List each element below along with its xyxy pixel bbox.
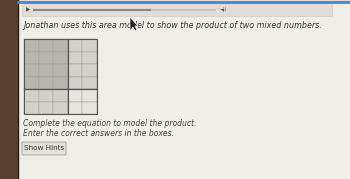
Polygon shape <box>130 17 138 31</box>
Bar <box>68 64 82 76</box>
Bar <box>68 52 82 64</box>
Bar <box>82 64 97 76</box>
Text: Show Hints: Show Hints <box>24 146 64 151</box>
Bar <box>38 64 53 76</box>
Bar <box>38 89 53 101</box>
Text: ▶: ▶ <box>26 7 30 12</box>
Text: Enter the correct answers in the boxes.: Enter the correct answers in the boxes. <box>23 129 174 138</box>
Bar <box>53 89 68 101</box>
Bar <box>24 39 97 114</box>
Bar <box>24 52 38 64</box>
Bar <box>53 52 68 64</box>
Bar <box>38 101 53 114</box>
Text: Jonathan uses this area model to show the product of two mixed numbers.: Jonathan uses this area model to show th… <box>23 21 322 30</box>
Bar <box>68 76 82 89</box>
Bar <box>24 39 38 52</box>
Bar <box>24 101 38 114</box>
Bar <box>38 39 53 52</box>
Bar <box>82 76 97 89</box>
Bar <box>68 89 82 101</box>
Bar <box>82 52 97 64</box>
Bar <box>38 76 53 89</box>
Bar <box>68 39 82 52</box>
Bar <box>24 64 38 76</box>
Bar <box>24 76 38 89</box>
Bar <box>53 101 68 114</box>
Bar <box>53 76 68 89</box>
Bar <box>24 89 38 101</box>
Bar <box>0 0 18 179</box>
Bar <box>53 64 68 76</box>
Bar <box>22 3 332 16</box>
Bar <box>38 52 53 64</box>
Bar <box>82 39 97 52</box>
Bar <box>82 89 97 101</box>
Bar <box>82 101 97 114</box>
Text: ◄)): ◄)) <box>220 7 228 12</box>
FancyBboxPatch shape <box>22 142 66 155</box>
Text: Complete the equation to model the product.: Complete the equation to model the produ… <box>23 119 196 128</box>
Bar <box>68 101 82 114</box>
Bar <box>53 39 68 52</box>
